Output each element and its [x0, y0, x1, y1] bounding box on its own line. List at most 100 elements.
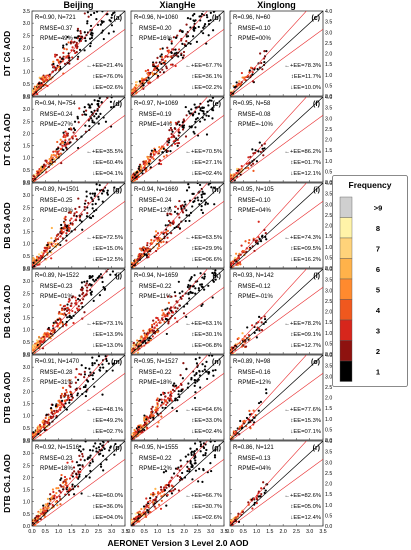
- data-point: [33, 88, 36, 91]
- ee-lower-line: [33, 28, 125, 96]
- y-tick-label: 1.5: [23, 488, 30, 494]
- data-point: [60, 227, 63, 230]
- data-point: [211, 8, 213, 10]
- data-point: [232, 173, 236, 176]
- stat-r-n: R=0.89, N=98: [233, 359, 271, 365]
- data-point: [46, 497, 50, 500]
- data-point: [109, 273, 112, 276]
- data-point: [156, 404, 159, 407]
- data-point: [170, 40, 173, 43]
- data-point: [166, 493, 169, 496]
- data-point: [156, 397, 159, 400]
- stat-rmse: RMSE=0.08: [238, 112, 271, 118]
- data-point: [83, 311, 86, 314]
- data-point: [100, 276, 103, 279]
- data-point: [68, 477, 72, 480]
- data-point: [178, 292, 181, 295]
- data-point: [240, 164, 243, 168]
- stat-ee-below: ↓EE=02.7%: [93, 429, 123, 435]
- data-point: [173, 306, 176, 309]
- y-tick-label: 3.5: [23, 353, 30, 359]
- data-point: [166, 212, 169, 215]
- data-point: [179, 459, 182, 462]
- stat-rpme: RPME=12%: [139, 208, 173, 214]
- data-point: [247, 166, 250, 169]
- data-point: [193, 103, 196, 106]
- data-point: [35, 429, 38, 432]
- data-point: [104, 0, 106, 2]
- data-point: [66, 303, 69, 306]
- data-point: [176, 142, 179, 145]
- data-point: [185, 114, 188, 117]
- one-to-one-line: [230, 97, 323, 182]
- panel-plot-area: [131, 8, 224, 96]
- data-point: [32, 256, 35, 260]
- data-point: [89, 462, 92, 465]
- data-point: [248, 418, 251, 422]
- right-tick-label: 2.0: [325, 138, 332, 144]
- data-point: [165, 65, 168, 68]
- data-point: [177, 134, 180, 137]
- data-point: [172, 36, 175, 39]
- data-point: [65, 48, 68, 51]
- data-point: [202, 112, 205, 115]
- data-point: [74, 381, 78, 384]
- data-point: [38, 256, 41, 260]
- data-point: [230, 435, 232, 438]
- data-point: [64, 483, 67, 486]
- stat-rmse: RMSE=0.24: [139, 198, 172, 204]
- data-point: [94, 278, 98, 281]
- data-point: [34, 173, 37, 176]
- data-point: [182, 205, 186, 208]
- data-point: [146, 68, 150, 72]
- data-point: [63, 392, 67, 395]
- data-point: [89, 454, 92, 457]
- stat-rpme: RPME=-10%: [238, 122, 274, 128]
- data-point: [165, 504, 168, 507]
- stat-rpme: RPME=-01%: [238, 294, 274, 300]
- data-point: [152, 63, 155, 66]
- data-point: [47, 413, 50, 416]
- data-point: [178, 227, 182, 230]
- data-point: [192, 130, 195, 133]
- data-point: [181, 471, 184, 475]
- data-point: [63, 304, 67, 308]
- data-point: [175, 137, 178, 140]
- data-point: [193, 374, 196, 377]
- data-point: [75, 138, 78, 141]
- data-point: [152, 494, 155, 497]
- data-point: [86, 457, 89, 461]
- x-tick-label: 0.5: [42, 529, 49, 535]
- data-point: [93, 8, 95, 10]
- data-point: [204, 453, 207, 457]
- data-point: [48, 328, 51, 331]
- data-point: [199, 443, 203, 446]
- data-point: [169, 224, 172, 227]
- stat-rpme: RPME=18%: [139, 380, 173, 386]
- data-point: [167, 391, 170, 394]
- data-point: [201, 276, 204, 279]
- data-point: [196, 196, 199, 199]
- data-point: [209, 19, 212, 22]
- stat-rpme: RPME=03%: [40, 208, 74, 214]
- data-point: [214, 368, 217, 372]
- data-point: [176, 34, 179, 37]
- data-point: [170, 42, 173, 45]
- x-tick-label: 2.5: [194, 529, 201, 535]
- data-point: [172, 54, 175, 57]
- data-point: [50, 154, 53, 157]
- data-point: [93, 99, 96, 102]
- stat-rpme: RPME=00%: [238, 36, 272, 42]
- data-point: [199, 386, 202, 389]
- data-point: [187, 183, 190, 186]
- data-point: [71, 483, 74, 486]
- data-point: [73, 49, 76, 52]
- data-point: [64, 130, 67, 133]
- data-point: [178, 199, 181, 203]
- panel-g: 0.00.51.01.52.02.53.03.5R=0.89, N=1501RM…: [23, 181, 126, 272]
- panel-plot-area: [32, 441, 125, 526]
- data-point: [82, 291, 85, 295]
- data-point: [251, 148, 254, 151]
- data-point: [52, 62, 55, 66]
- data-point: [66, 461, 69, 464]
